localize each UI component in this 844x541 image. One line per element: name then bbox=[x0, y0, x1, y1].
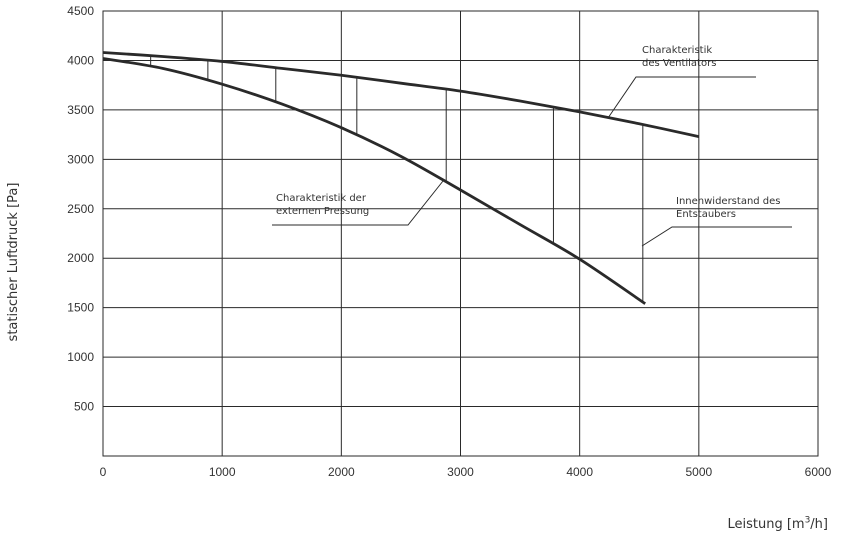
x-tick-label: 1000 bbox=[209, 465, 236, 479]
y-tick-label: 4000 bbox=[67, 53, 94, 67]
tick-labels: 0 1000 2000 3000 4000 5000 6000 500 1000 1500 2000… bbox=[67, 4, 831, 479]
y-tick-label: 3000 bbox=[67, 152, 94, 166]
series-line-fan bbox=[102, 51, 700, 138]
y-axis-label: statischer Luftdruck [Pa] bbox=[6, 182, 21, 342]
x-tick-label: 6000 bbox=[805, 465, 832, 479]
annotation-external-pressure-line1: Charakteristik der bbox=[276, 193, 366, 204]
x-tick-label: 0 bbox=[100, 465, 107, 479]
y-tick-label: 500 bbox=[74, 400, 94, 414]
grid bbox=[102, 10, 819, 457]
y-tick-label: 2000 bbox=[67, 251, 94, 265]
annotation-leaders bbox=[272, 76, 792, 247]
annotation-external-pressure: Charakteristik der externen Pressung bbox=[276, 192, 369, 218]
y-tick-label: 4500 bbox=[67, 4, 94, 18]
y-tick-label: 2500 bbox=[67, 202, 94, 216]
annotation-fan-curve: Charakteristik des Ventilators bbox=[642, 44, 716, 70]
annotation-leader-line bbox=[641, 226, 792, 247]
x-axis-label-main: Leistung [m3/h] bbox=[727, 516, 828, 533]
annotation-fan-curve-line1: Charakteristik bbox=[642, 45, 713, 56]
annotation-internal-resistance: Innenwiderstand des Entstaubers bbox=[676, 195, 781, 221]
resistance-drop-lines bbox=[150, 55, 644, 303]
annotation-internal-resistance-line1: Innenwiderstand des bbox=[676, 196, 781, 207]
y-tick-label: 3500 bbox=[67, 103, 94, 117]
y-tick-label: 1000 bbox=[67, 350, 94, 364]
x-tick-label: 5000 bbox=[685, 465, 712, 479]
annotation-fan-curve-line2: des Ventilators bbox=[642, 58, 717, 69]
annotation-internal-resistance-line2: Entstaubers bbox=[676, 209, 736, 220]
annotation-leader-line bbox=[272, 180, 444, 226]
y-tick-label: 1500 bbox=[67, 301, 94, 315]
annotation-external-pressure-line2: externen Pressung bbox=[276, 206, 370, 217]
series-line-external-pressure bbox=[102, 57, 646, 305]
annotation-leader-line bbox=[607, 76, 756, 119]
x-axis-label: Leistung [m3/h] bbox=[727, 516, 828, 532]
x-tick-label: 2000 bbox=[328, 465, 355, 479]
x-tick-label: 3000 bbox=[447, 465, 474, 479]
x-tick-label: 4000 bbox=[566, 465, 593, 479]
series-curves bbox=[102, 51, 700, 305]
